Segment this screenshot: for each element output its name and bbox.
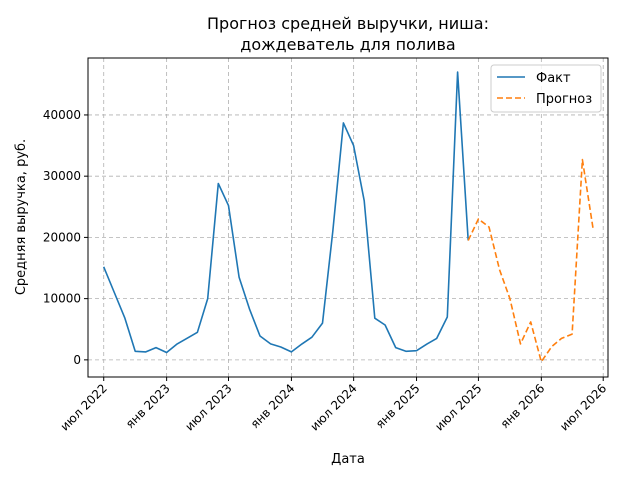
series-line-fact [102,71,469,354]
legend-label-forecast: Прогноз [536,92,592,107]
x-axis-label: Дата [331,452,365,467]
y-axis: 0 10000 20000 30000 40000 [43,108,88,367]
legend: Факт Прогноз [490,64,602,113]
y-tick-label: 40000 [43,108,81,122]
chart-title-line-2: дождеватель для полива [240,35,455,54]
y-tick-label: 20000 [43,230,81,244]
y-axis-label: Средняя выручка, руб. [14,139,29,295]
legend-label-fact: Факт [536,71,571,86]
y-tick-label: 30000 [43,169,81,183]
grid [88,58,608,377]
y-tick-label: 0 [73,353,81,367]
chart-title-line-1: Прогноз средней выручки, ниша: [207,14,489,33]
y-tick-label: 10000 [43,292,81,306]
series-layer [102,71,594,363]
series-line-forecast [467,158,594,363]
plot-frame [87,57,609,378]
